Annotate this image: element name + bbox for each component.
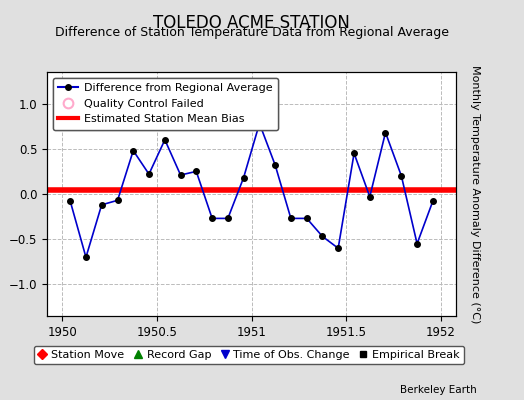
Y-axis label: Monthly Temperature Anomaly Difference (°C): Monthly Temperature Anomaly Difference (… [470,65,480,323]
Text: Difference of Station Temperature Data from Regional Average: Difference of Station Temperature Data f… [54,26,449,39]
Text: TOLEDO ACME STATION: TOLEDO ACME STATION [153,14,350,32]
Legend: Difference from Regional Average, Quality Control Failed, Estimated Station Mean: Difference from Regional Average, Qualit… [53,78,278,130]
Text: Berkeley Earth: Berkeley Earth [400,385,477,395]
Legend: Station Move, Record Gap, Time of Obs. Change, Empirical Break: Station Move, Record Gap, Time of Obs. C… [34,346,464,364]
